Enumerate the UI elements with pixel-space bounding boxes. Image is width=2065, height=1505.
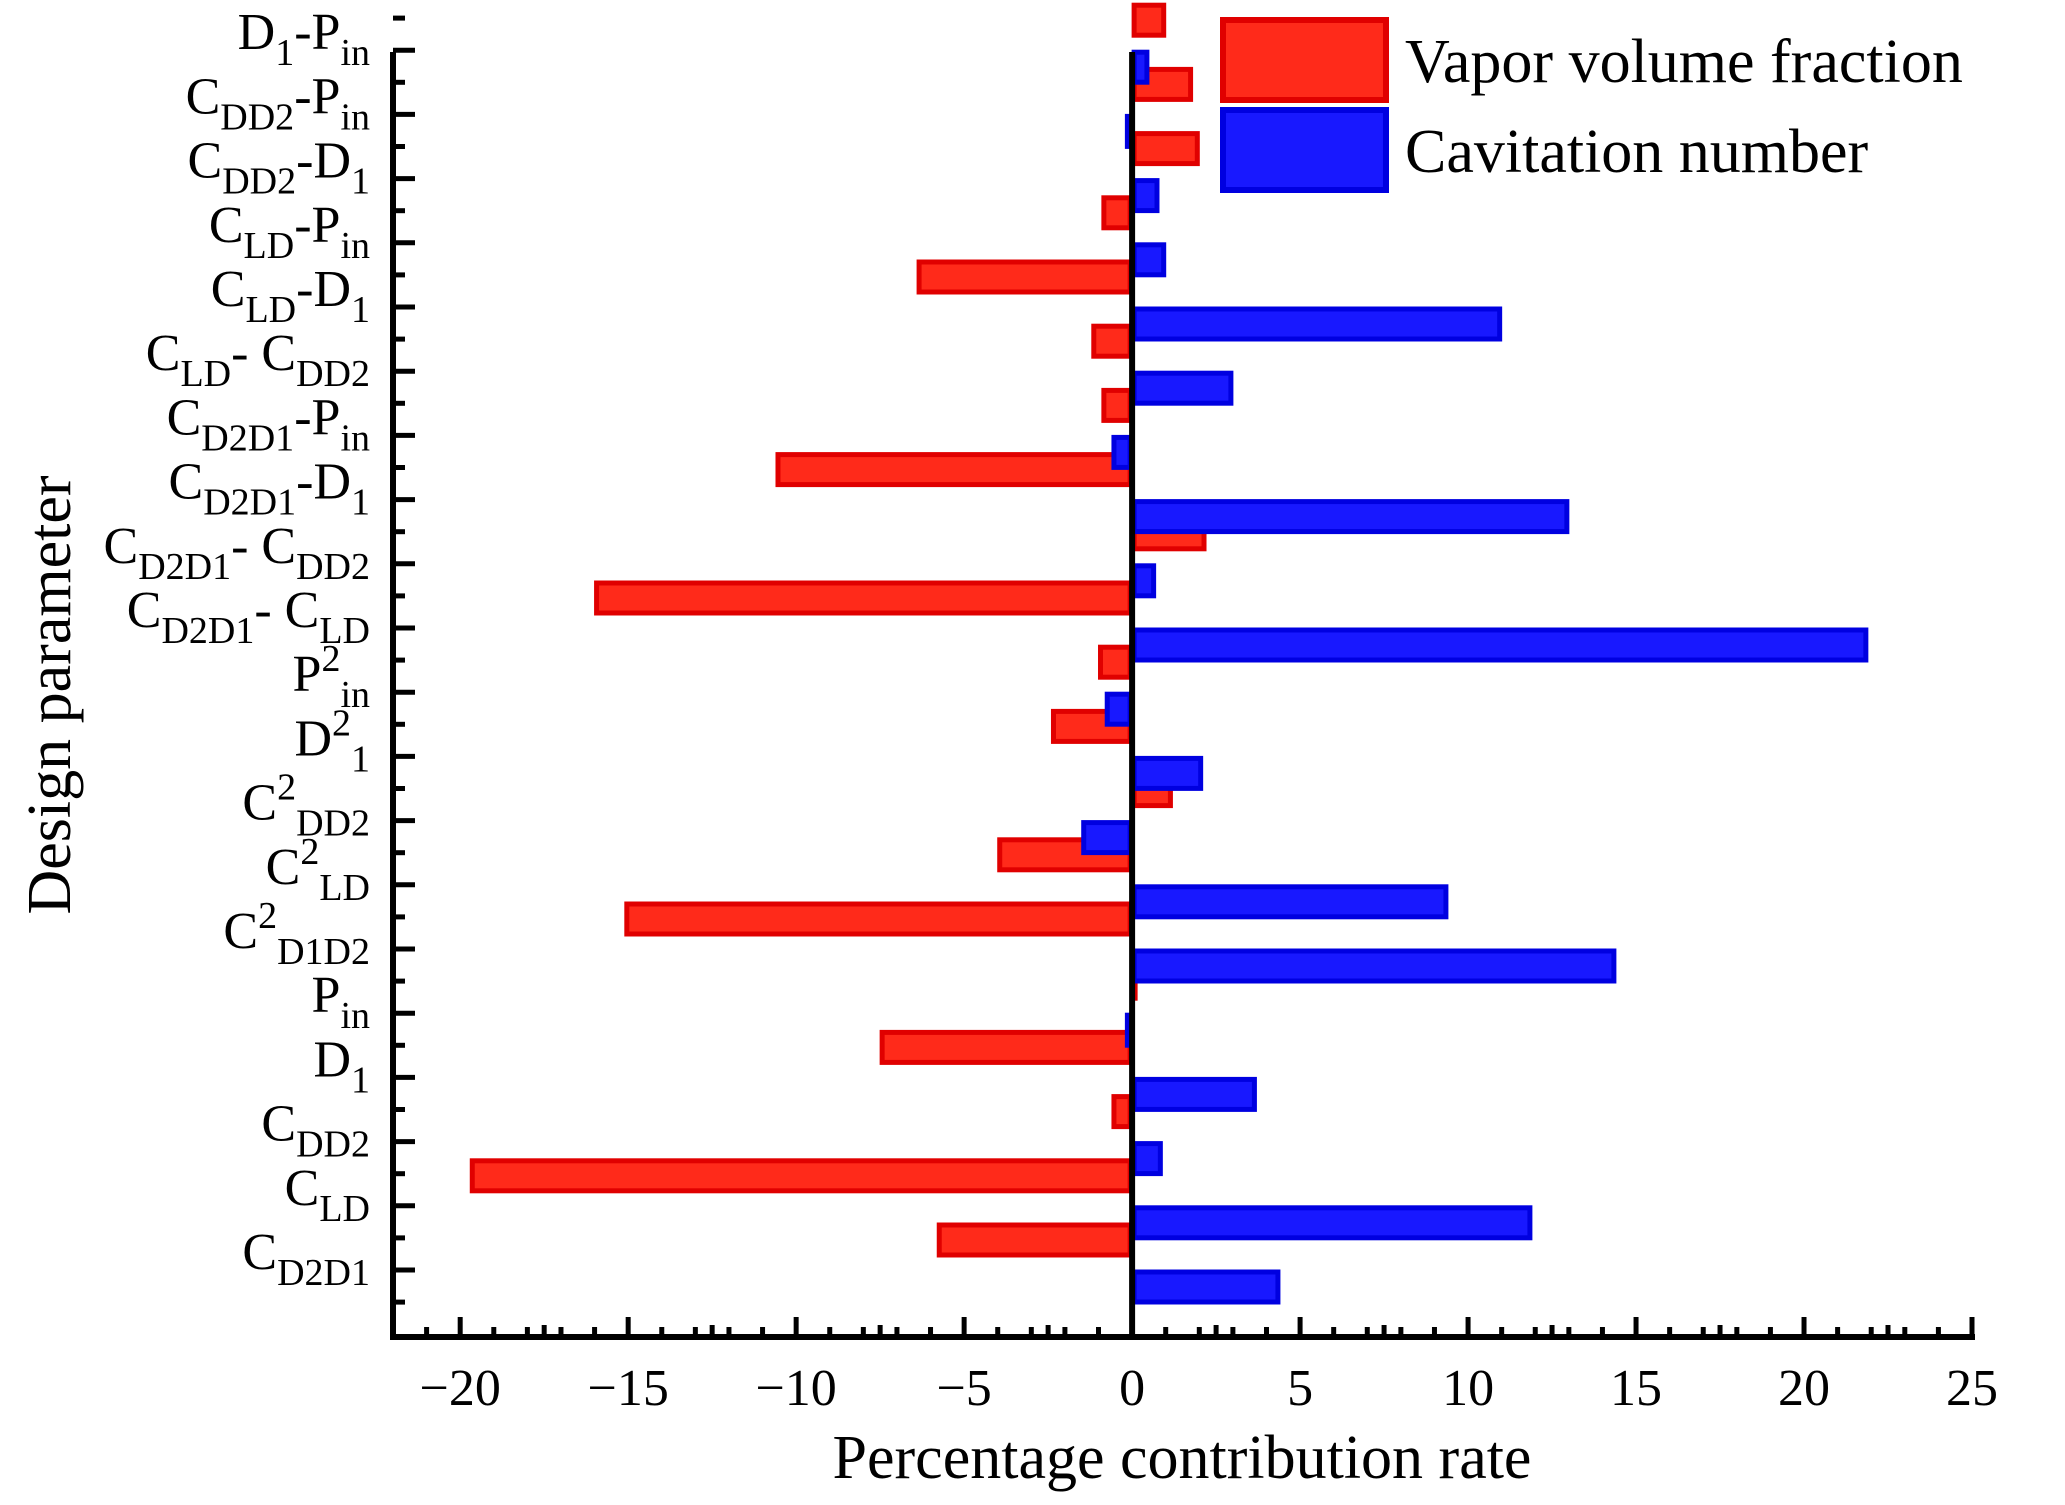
- legend-swatch-cavitation: [1220, 107, 1389, 193]
- bar-vapor-CD2D1-Pin: [1101, 387, 1133, 423]
- x-tick-label: −20: [420, 1360, 501, 1417]
- y-tick-label-CD2D1-CDD2: CD2D1- CDD2: [104, 518, 370, 588]
- x-tick-label: 10: [1442, 1360, 1494, 1417]
- x-tick-label: −5: [936, 1360, 991, 1417]
- y-tick-label-CD2D1-Pin: CD2D1-Pin: [167, 389, 370, 459]
- y-tick-label-D1-Pin: D1-Pin: [238, 4, 370, 74]
- y-tick-label-CDD2: CDD2: [261, 1096, 370, 1166]
- y-tick-label-CD2D1-D1: CD2D1-D1: [169, 454, 370, 524]
- y-tick-label-CLD-Pin: CLD-Pin: [209, 197, 370, 267]
- bar-cavitation-CD2D1-Pin: [1111, 434, 1133, 470]
- y-tick-label-C2LD: C2LD: [266, 831, 370, 909]
- y-axis-tick-labels: CD2D1CLDCDD2D1PinC2D1D2C2LDC2DD2D21P2inC…: [104, 4, 370, 1294]
- x-tick-label: 5: [1287, 1360, 1313, 1417]
- y-tick-label-P2in: P2in: [293, 638, 370, 716]
- bar-cavitation-CLD-Pin: [1131, 242, 1167, 278]
- y-tick-label-D21: D21: [294, 702, 370, 780]
- y-axis-ticks: [393, 15, 415, 1305]
- bars-layer: [469, 2, 1869, 1305]
- x-axis-title: Percentage contribution rate: [833, 1424, 1532, 1492]
- y-tick-label-C2D1D2: C2D1D2: [223, 895, 370, 973]
- bar-vapor-D1-Pin: [1131, 2, 1167, 38]
- bar-vapor-CLD: [469, 1158, 1133, 1194]
- y-tick-label-D1: D1: [313, 1031, 370, 1101]
- bar-vapor-CLD-D1: [916, 259, 1133, 295]
- y-tick-label-CLD-D1: CLD-D1: [211, 261, 370, 331]
- bar-cavitation-C2D1D2: [1131, 948, 1617, 984]
- y-tick-label-CLD: CLD: [285, 1160, 370, 1230]
- bar-vapor-CDD2: [1111, 1094, 1133, 1130]
- bar-vapor-CD2D1: [936, 1222, 1133, 1258]
- y-tick-label-CLD-CDD2: CLD- CDD2: [146, 325, 370, 395]
- bar-cavitation-D21: [1131, 755, 1204, 791]
- y-tick-label-CD2D1: CD2D1: [242, 1224, 370, 1294]
- y-tick-label-C2DD2: C2DD2: [242, 767, 370, 845]
- legend-label-vapor: Vapor volume fraction: [1405, 28, 1963, 96]
- bar-cavitation-P2in: [1104, 691, 1133, 727]
- bar-vapor-D1: [879, 1029, 1133, 1065]
- bar-vapor-CLD-Pin: [1101, 195, 1133, 231]
- x-tick-label: 20: [1778, 1360, 1830, 1417]
- legend-swatch-vapor: [1220, 17, 1389, 103]
- x-axis-ticks: −20 −15 −10 −5 0 5 10 15 20 25: [390, 1317, 1998, 1417]
- bar-cavitation-CDD2-D1: [1131, 178, 1160, 214]
- bar-cavitation-CDD2: [1131, 1141, 1163, 1177]
- x-tick-label: 15: [1610, 1360, 1662, 1417]
- bar-cavitation-CD2D1-CDD2: [1131, 563, 1157, 599]
- x-tick-label: −10: [755, 1360, 836, 1417]
- bar-vapor-CD2D1-D1: [775, 452, 1133, 488]
- bar-vapor-CDD2-D1: [1131, 131, 1200, 167]
- y-axis-title: Design parameter: [16, 475, 84, 914]
- x-tick-label: 25: [1946, 1360, 1998, 1417]
- bar-cavitation-D1: [1131, 1076, 1257, 1112]
- bar-vapor-CD2D1-CLD: [594, 580, 1133, 616]
- y-tick-label-Pin: Pin: [312, 967, 370, 1037]
- y-tick-label-CDD2-D1: CDD2-D1: [188, 133, 370, 203]
- bar-cavitation-CD2D1-CLD: [1131, 627, 1869, 663]
- x-tick-label: −15: [588, 1360, 669, 1417]
- legend-label-cavitation: Cavitation number: [1405, 118, 1869, 186]
- y-tick-label-CDD2-Pin: CDD2-Pin: [186, 68, 370, 138]
- bar-vapor-CLD-CDD2: [1091, 323, 1133, 359]
- x-tick-label: 0: [1119, 1360, 1145, 1417]
- legend: Vapor volume fraction Cavitation number: [1220, 17, 1963, 193]
- bar-vapor-P2in: [1098, 644, 1133, 680]
- bar-cavitation-CLD: [1131, 1205, 1533, 1241]
- bar-cavitation-CLD-CDD2: [1131, 370, 1234, 406]
- bar-cavitation-CD2D1-D1: [1131, 499, 1570, 535]
- bar-cavitation-CD2D1: [1131, 1269, 1281, 1305]
- y-tick-label-CD2D1-CLD: CD2D1- CLD: [127, 582, 370, 652]
- bar-cavitation-CLD-D1: [1131, 306, 1503, 342]
- bar-cavitation-C2DD2: [1081, 820, 1133, 856]
- bar-cavitation-D1-Pin: [1131, 49, 1150, 85]
- bar-cavitation-C2LD: [1131, 884, 1449, 920]
- bar-vapor-C2D1D2: [624, 901, 1133, 937]
